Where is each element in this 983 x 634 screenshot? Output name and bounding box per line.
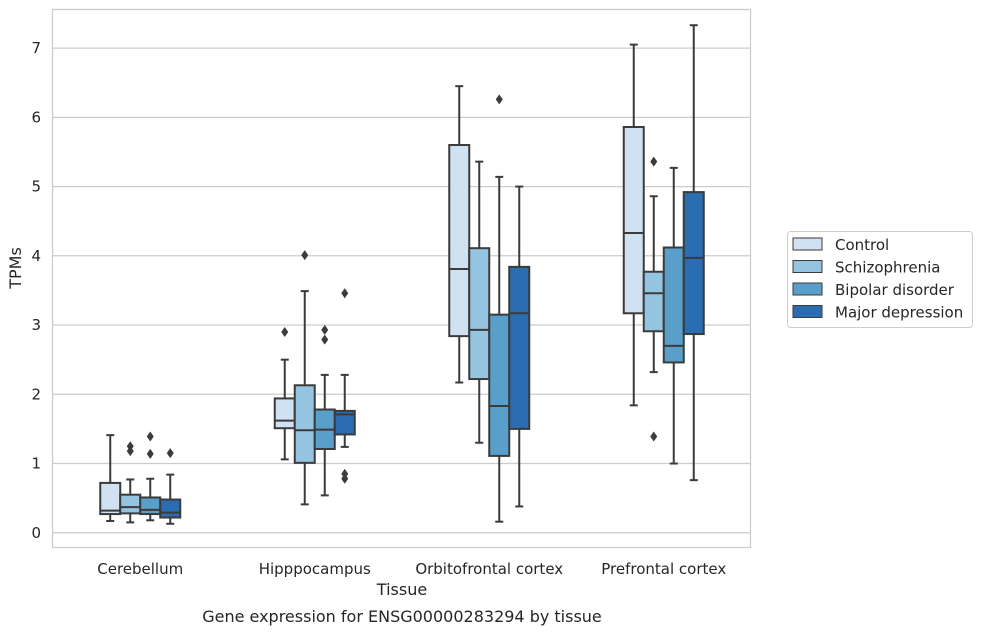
- box-group: [622, 43, 645, 407]
- box-group: [682, 24, 705, 482]
- legend-swatch: [792, 305, 823, 318]
- outlier-point: [301, 250, 309, 261]
- y-tick-label: 2: [31, 385, 41, 403]
- outlier-point: [321, 334, 329, 345]
- outlier-point: [341, 473, 349, 484]
- box-marks: [99, 24, 705, 525]
- box-group: [139, 431, 162, 522]
- y-tick-label: 5: [31, 178, 41, 196]
- y-tick-label: 1: [31, 455, 41, 473]
- legend-swatch: [792, 282, 823, 296]
- box: [622, 126, 645, 315]
- box-group: [662, 166, 685, 465]
- y-axis-label: TPMs: [6, 247, 25, 290]
- x-axis-label: Tissue: [376, 580, 427, 599]
- legend-label: Bipolar disorder: [835, 281, 955, 299]
- outlier-point: [341, 288, 349, 299]
- legend: Control Schizophrenia Bipolar disorder Majo…: [787, 231, 973, 328]
- legend-label: Major depression: [835, 304, 963, 322]
- box: [333, 409, 356, 436]
- legend-label: Control: [835, 236, 889, 254]
- box: [682, 191, 705, 336]
- grid-lines: [53, 47, 751, 534]
- x-tick-label: Hipppocampus: [259, 560, 371, 578]
- outlier-point: [146, 431, 154, 442]
- x-tick-label: Cerebellum: [97, 560, 183, 578]
- box: [448, 144, 471, 338]
- x-tick-label: Orbitofrontal cortex: [415, 560, 563, 578]
- box-group: [508, 185, 531, 508]
- box-group: [468, 160, 491, 444]
- box-group: [642, 156, 665, 442]
- box: [139, 496, 162, 516]
- box-group: [159, 448, 182, 525]
- plot-frame: [51, 8, 752, 549]
- box: [119, 493, 142, 515]
- box: [642, 270, 665, 333]
- box-group: [488, 94, 511, 523]
- box-group: [333, 288, 356, 484]
- box: [99, 481, 122, 516]
- outlier-point: [146, 448, 154, 459]
- box-group: [99, 434, 122, 522]
- box: [468, 247, 491, 381]
- y-tick-label: 7: [31, 39, 41, 57]
- box: [293, 384, 316, 464]
- box-group: [313, 324, 336, 497]
- legend-swatch: [792, 260, 823, 273]
- outlier-point: [650, 156, 658, 167]
- x-axis-ticks: Cerebellum Hipppocampus Orbitofrontal cort…: [97, 560, 726, 578]
- outlier-point: [650, 431, 658, 442]
- y-tick-label: 3: [31, 316, 41, 334]
- box-group: [448, 85, 471, 384]
- box-group: [119, 441, 142, 524]
- outlier-point: [321, 324, 329, 335]
- legend-frame: [787, 231, 973, 328]
- box-group: [293, 250, 316, 506]
- box: [488, 313, 511, 457]
- outlier-point: [281, 326, 289, 337]
- y-tick-label: 0: [31, 524, 41, 542]
- x-tick-label: Prefrontal cortex: [601, 560, 726, 578]
- y-tick-label: 6: [31, 108, 41, 126]
- y-axis-ticks: 0 1 2 3 4 5 6 7: [31, 39, 41, 542]
- legend-label: Schizophrenia: [835, 259, 940, 277]
- outlier-point: [166, 448, 174, 459]
- chart-caption: Gene expression for ENSG00000283294 by t…: [202, 607, 602, 626]
- box: [508, 265, 531, 430]
- outlier-point: [126, 446, 134, 457]
- legend-swatch: [792, 237, 823, 251]
- outlier-point: [495, 94, 503, 105]
- box: [159, 498, 182, 519]
- box: [273, 397, 296, 430]
- y-tick-label: 4: [31, 247, 41, 265]
- box-group: [273, 326, 296, 461]
